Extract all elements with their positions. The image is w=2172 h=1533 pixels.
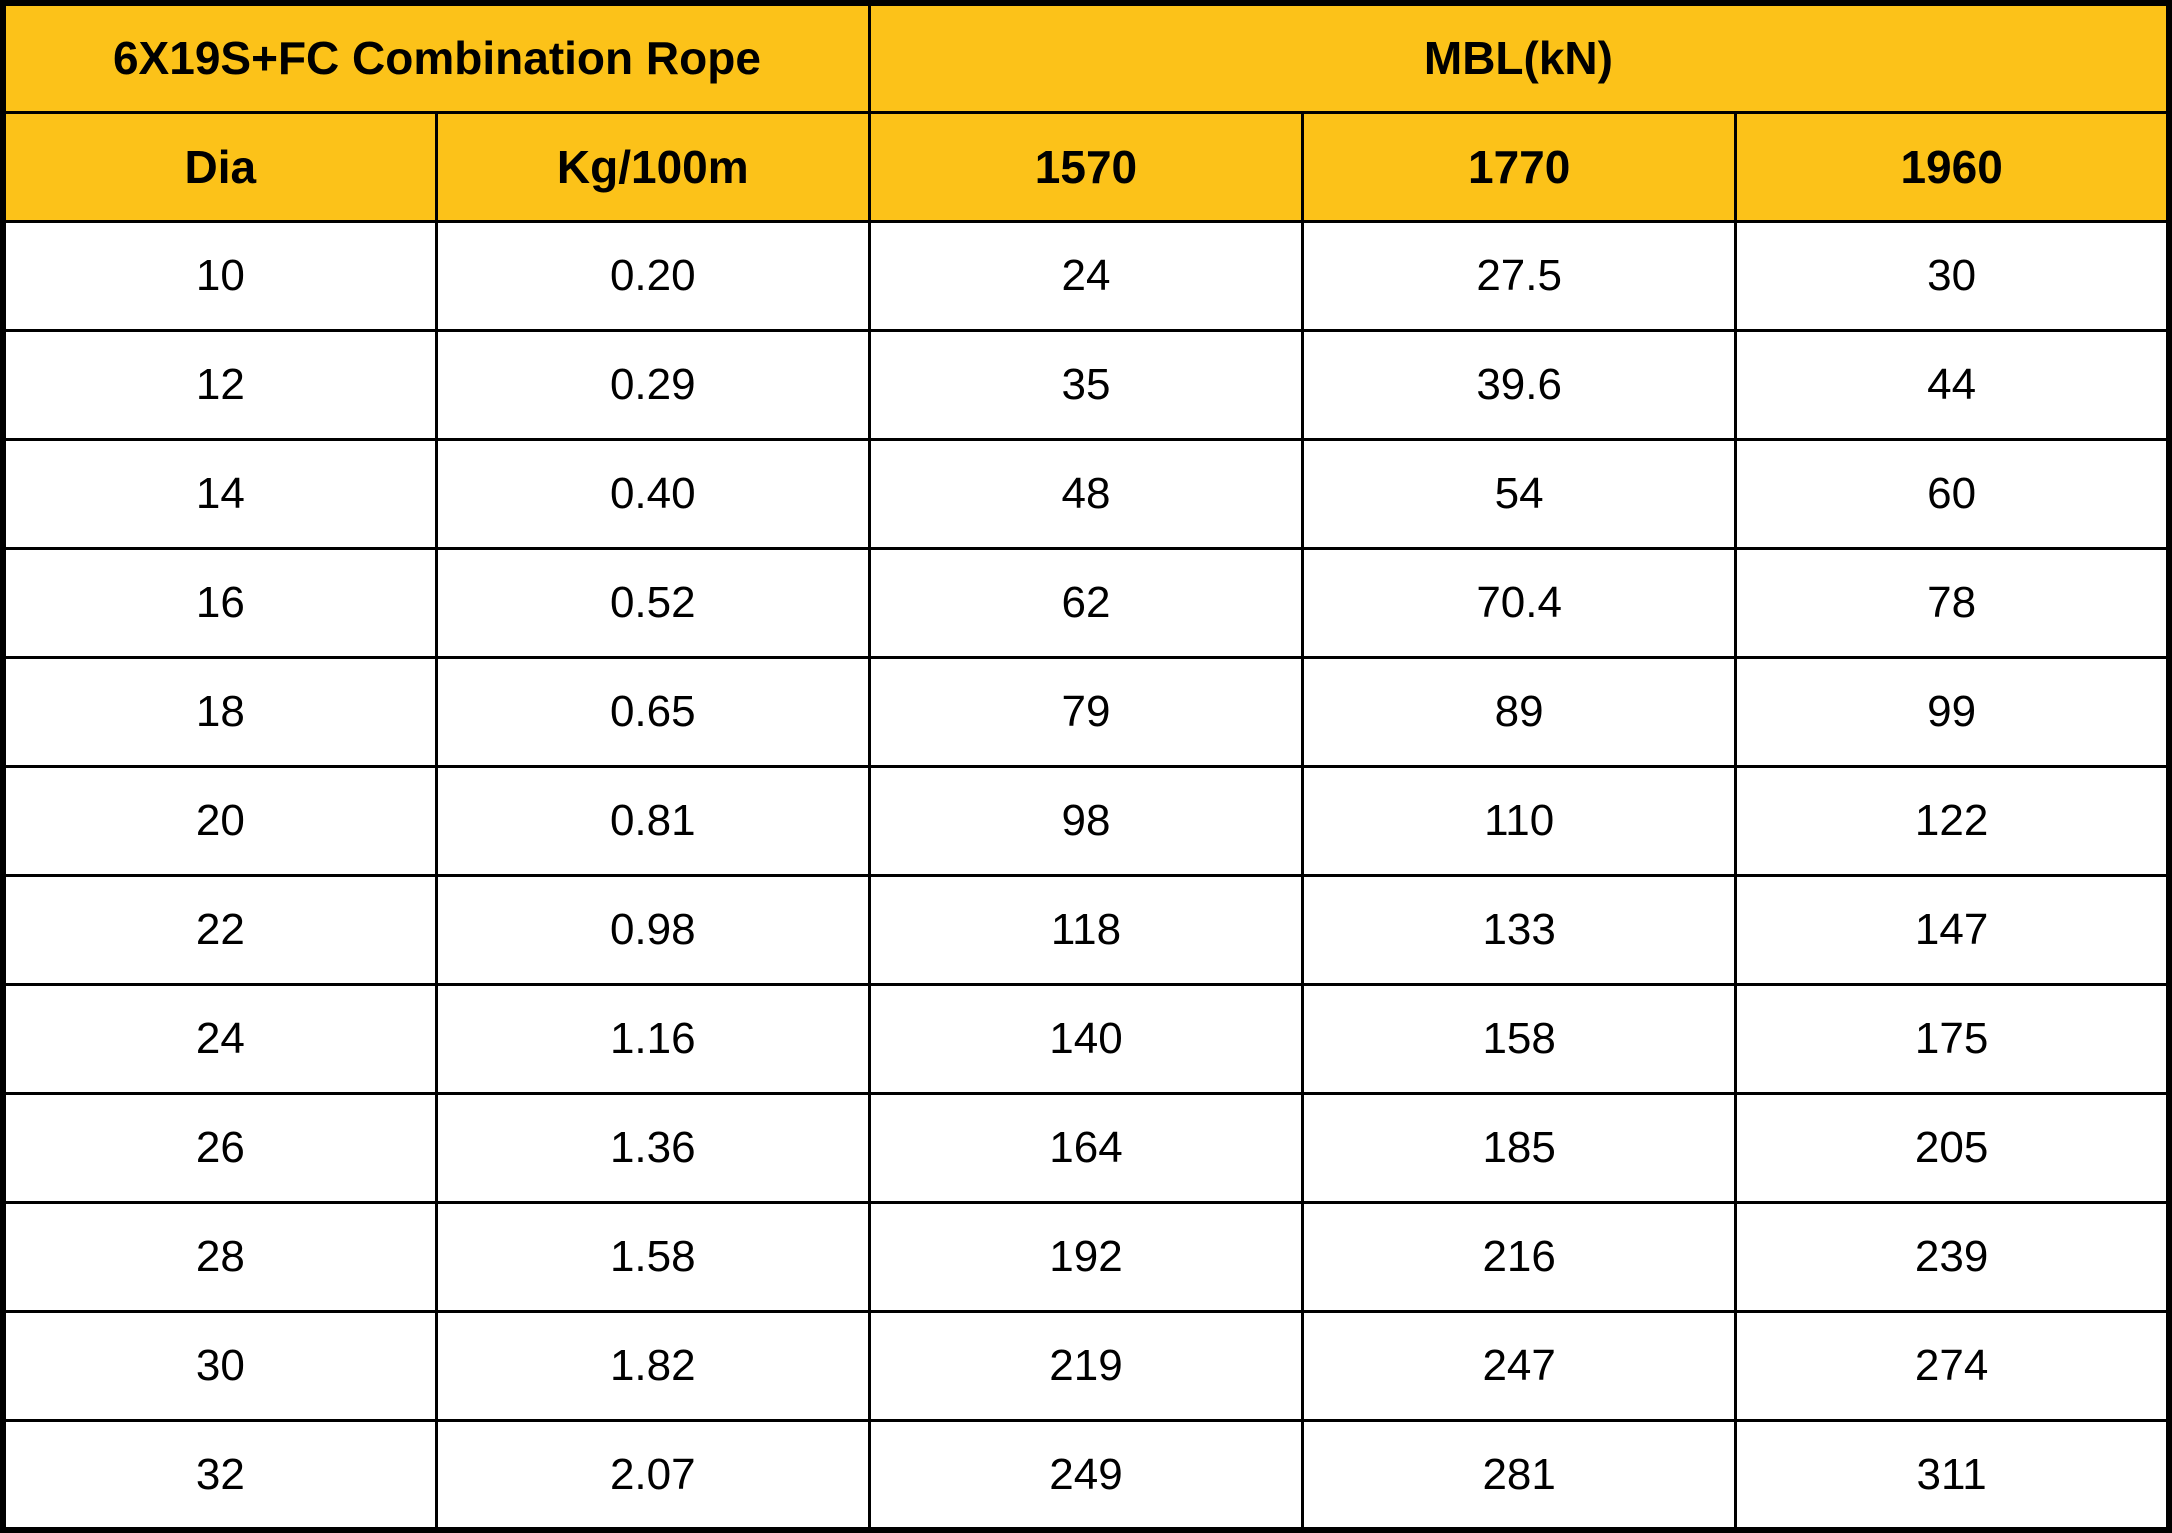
column-header-row: Dia Kg/100m 1570 1770 1960 (1, 110, 2171, 223)
cell-kg-per-100m: 0.40 (434, 437, 871, 550)
table-row: 14 0.40 48 54 60 (1, 437, 2171, 550)
cell-mbl-1960: 99 (1734, 655, 2171, 768)
cell-mbl-1770: 185 (1301, 1092, 1738, 1205)
cell-mbl-1960: 311 (1734, 1419, 2171, 1532)
table-row: 10 0.20 24 27.5 30 (1, 219, 2171, 332)
cell-dia: 24 (1, 983, 438, 1096)
column-header-1960: 1960 (1734, 110, 2171, 223)
cell-mbl-1960: 78 (1734, 546, 2171, 659)
cell-mbl-1960: 274 (1734, 1310, 2171, 1423)
cell-mbl-1960: 122 (1734, 764, 2171, 877)
cell-mbl-1960: 60 (1734, 437, 2171, 550)
table-row: 20 0.81 98 110 122 (1, 764, 2171, 877)
cell-dia: 20 (1, 764, 438, 877)
cell-kg-per-100m: 0.65 (434, 655, 871, 768)
cell-mbl-1570: 219 (867, 1310, 1305, 1423)
cell-mbl-1960: 147 (1734, 873, 2171, 987)
cell-mbl-1960: 175 (1734, 983, 2171, 1096)
cell-mbl-1570: 164 (867, 1092, 1305, 1205)
cell-kg-per-100m: 1.16 (434, 983, 871, 1096)
cell-kg-per-100m: 2.07 (434, 1419, 871, 1532)
cell-dia: 10 (1, 219, 438, 332)
table-row: 12 0.29 35 39.6 44 (1, 328, 2171, 441)
cell-mbl-1570: 192 (867, 1201, 1305, 1314)
cell-kg-per-100m: 0.81 (434, 764, 871, 877)
table-row: 30 1.82 219 247 274 (1, 1310, 2171, 1423)
cell-mbl-1770: 133 (1301, 873, 1738, 987)
table-row: 32 2.07 249 281 311 (1, 1419, 2171, 1532)
cell-mbl-1960: 205 (1734, 1092, 2171, 1205)
table-row: 16 0.52 62 70.4 78 (1, 546, 2171, 659)
cell-mbl-1570: 118 (867, 873, 1305, 987)
cell-mbl-1960: 44 (1734, 328, 2171, 441)
column-header-1770: 1770 (1301, 110, 1738, 223)
table-row: 22 0.98 118 133 147 (1, 873, 2171, 987)
cell-kg-per-100m: 1.36 (434, 1092, 871, 1205)
column-header-dia: Dia (1, 110, 438, 223)
column-header-1570: 1570 (867, 110, 1305, 223)
group-header-rope-type: 6X19S+FC Combination Rope (1, 1, 871, 114)
table-body: 10 0.20 24 27.5 30 12 0.29 35 39.6 44 14 0.40 48 54 60… (1, 219, 2171, 1532)
group-header-row: 6X19S+FC Combination Rope MBL(kN) (1, 1, 2171, 114)
cell-kg-per-100m: 0.52 (434, 546, 871, 659)
cell-mbl-1770: 110 (1301, 764, 1738, 877)
cell-kg-per-100m: 0.98 (434, 873, 871, 987)
cell-mbl-1570: 24 (867, 219, 1305, 332)
cell-dia: 28 (1, 1201, 438, 1314)
cell-dia: 18 (1, 655, 438, 768)
cell-mbl-1570: 140 (867, 983, 1305, 1096)
cell-mbl-1570: 35 (867, 328, 1305, 441)
cell-mbl-1570: 62 (867, 546, 1305, 659)
cell-mbl-1770: 39.6 (1301, 328, 1738, 441)
cell-mbl-1960: 30 (1734, 219, 2171, 332)
cell-mbl-1570: 249 (867, 1419, 1305, 1532)
cell-mbl-1570: 48 (867, 437, 1305, 550)
cell-mbl-1770: 54 (1301, 437, 1738, 550)
cell-dia: 26 (1, 1092, 438, 1205)
column-header-kg-per-100m: Kg/100m (434, 110, 871, 223)
cell-mbl-1770: 27.5 (1301, 219, 1738, 332)
table-row: 28 1.58 192 216 239 (1, 1201, 2171, 1314)
table-header: 6X19S+FC Combination Rope MBL(kN) Dia Kg… (1, 1, 2171, 223)
cell-dia: 22 (1, 873, 438, 987)
cell-mbl-1770: 70.4 (1301, 546, 1738, 659)
cell-dia: 30 (1, 1310, 438, 1423)
table-row: 24 1.16 140 158 175 (1, 983, 2171, 1096)
group-header-mbl: MBL(kN) (867, 1, 2171, 114)
cell-dia: 14 (1, 437, 438, 550)
cell-mbl-1570: 98 (867, 764, 1305, 877)
cell-mbl-1770: 216 (1301, 1201, 1738, 1314)
cell-mbl-1770: 158 (1301, 983, 1738, 1096)
cell-dia: 16 (1, 546, 438, 659)
cell-mbl-1770: 247 (1301, 1310, 1738, 1423)
table-row: 18 0.65 79 89 99 (1, 655, 2171, 768)
cell-mbl-1960: 239 (1734, 1201, 2171, 1314)
cell-mbl-1570: 79 (867, 655, 1305, 768)
table-row: 26 1.36 164 185 205 (1, 1092, 2171, 1205)
cell-dia: 32 (1, 1419, 438, 1532)
cell-mbl-1770: 89 (1301, 655, 1738, 768)
cell-mbl-1770: 281 (1301, 1419, 1738, 1532)
cell-dia: 12 (1, 328, 438, 441)
cell-kg-per-100m: 0.20 (434, 219, 871, 332)
cell-kg-per-100m: 1.58 (434, 1201, 871, 1314)
cell-kg-per-100m: 0.29 (434, 328, 871, 441)
cell-kg-per-100m: 1.82 (434, 1310, 871, 1423)
